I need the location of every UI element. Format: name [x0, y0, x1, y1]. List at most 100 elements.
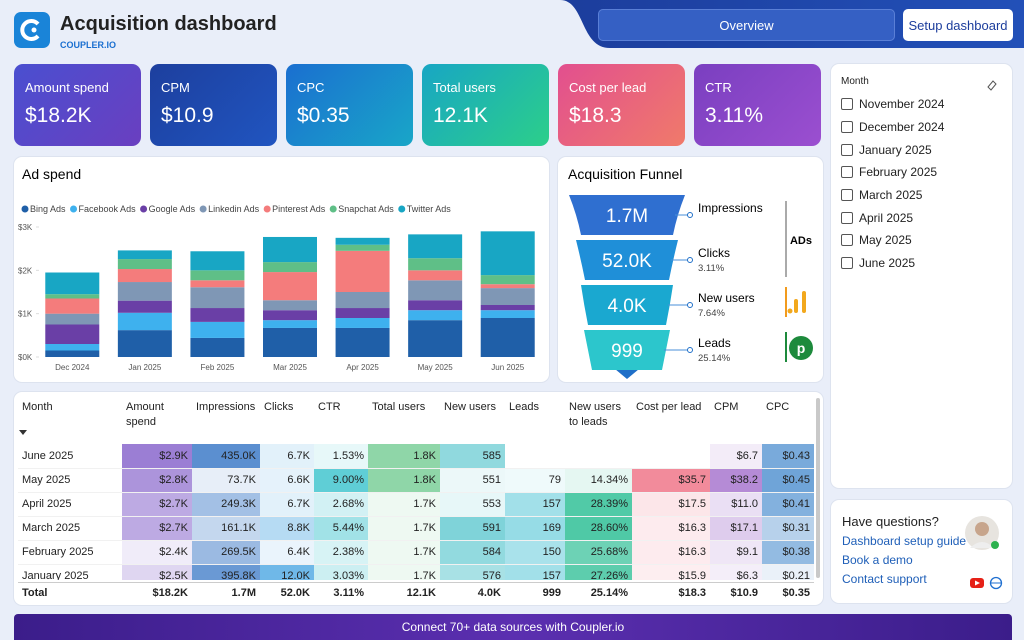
bar-segment: [190, 270, 245, 281]
svg-text:p: p: [797, 340, 806, 356]
checkbox[interactable]: [841, 121, 853, 134]
legend-swatch: [329, 205, 337, 213]
option-label: April 2025: [859, 210, 914, 225]
bar-segment: [190, 337, 245, 357]
bar-segment: [408, 280, 463, 301]
slicer-option[interactable]: December 2024: [841, 116, 1002, 139]
total-cell: 999: [542, 587, 561, 599]
option-label: November 2024: [859, 97, 945, 112]
checkbox[interactable]: [841, 257, 853, 270]
column-header: New users to leads: [569, 401, 621, 428]
funnel-stage: [569, 195, 685, 235]
bar-segment: [408, 320, 463, 357]
table-cell: $2.4K: [122, 540, 192, 565]
help-link[interactable]: Contact support: [842, 572, 927, 586]
scrollbar[interactable]: [816, 398, 820, 578]
checkbox[interactable]: [841, 234, 853, 247]
bar-segment: [263, 310, 317, 321]
footer-banner[interactable]: Connect 70+ data sources with Coupler.io: [14, 614, 1012, 640]
bar-segment: [190, 287, 245, 309]
total-cell: $18.3: [678, 587, 706, 599]
social-icons[interactable]: [969, 576, 1005, 590]
checkbox[interactable]: [841, 211, 853, 224]
table-cell: 6.7K: [260, 492, 314, 517]
column-header: Month: [22, 401, 53, 413]
clear-icon[interactable]: [985, 78, 999, 92]
column-header: Impressions: [196, 401, 256, 413]
ad-spend-chart: Ad spend Bing Ads Facebook Ads Google Ads Li…: [18, 166, 535, 372]
checkbox[interactable]: [841, 143, 853, 156]
connector-dot: [687, 302, 693, 308]
slicer-option[interactable]: June 2025: [841, 252, 1002, 275]
sort-arrow[interactable]: [19, 430, 27, 436]
table-cell: 591: [440, 516, 505, 541]
column-header: CTR: [318, 401, 341, 413]
bar-segment: [480, 284, 535, 289]
table-cell: 585: [440, 444, 505, 469]
column-header: New users: [444, 401, 496, 413]
funnel-panel: p Acquisition Funnel ADs 1.7M Impressions 52…: [558, 157, 823, 382]
column-header: CPM: [714, 401, 739, 413]
legend-label: Bing Ads: [30, 204, 66, 214]
table-cell: $2.7K: [122, 492, 192, 517]
column-header: Amount spend: [126, 401, 164, 428]
checkbox[interactable]: [841, 166, 853, 179]
x-tick-label: May 2025: [418, 363, 454, 372]
checkbox[interactable]: [841, 98, 853, 111]
bar-segment: [408, 300, 463, 311]
checkbox[interactable]: [841, 189, 853, 202]
slicer-option[interactable]: March 2025: [841, 184, 1002, 207]
side-label: ADs: [790, 235, 812, 247]
table-cell: $6.7: [710, 444, 762, 469]
option-label: February 2025: [859, 165, 938, 180]
slicer-option[interactable]: January 2025: [841, 138, 1002, 161]
table-cell: $38.2: [710, 468, 762, 493]
table-cell: $16.3: [632, 540, 710, 565]
nav-setup[interactable]: Setup dashboard: [903, 9, 1013, 41]
table-cell: 2.68%: [314, 492, 368, 517]
funnel-value: 1.7M: [606, 206, 648, 227]
bar-segment: [117, 250, 172, 260]
bar-segment: [263, 262, 317, 273]
nav-overview[interactable]: Overview: [598, 9, 895, 41]
slicer-option[interactable]: April 2025: [841, 206, 1002, 229]
legend-swatch: [398, 205, 406, 213]
help-title: Have questions?: [842, 514, 939, 529]
bar-segment: [408, 234, 463, 259]
table-cell: [565, 444, 632, 469]
table-cell: 169: [505, 516, 565, 541]
x-tick-label: Jun 2025: [491, 363, 524, 372]
slicer-option[interactable]: February 2025: [841, 161, 1002, 184]
total-cell: 1.7M: [231, 587, 256, 599]
table-cell: February 2025: [18, 540, 122, 565]
bar-segment: [480, 318, 535, 357]
help-links: Dashboard setup guide Book a demo Contact …: [842, 534, 1001, 586]
slicer-label: Month: [841, 76, 869, 87]
table-cell: March 2025: [18, 516, 122, 541]
table-cell: 6.6K: [260, 468, 314, 493]
bar-segment: [335, 237, 390, 245]
help-link[interactable]: Dashboard setup guide: [842, 534, 967, 548]
bar-segment: [45, 324, 100, 344]
table-cell: $2.5K: [122, 564, 192, 580]
bar-segment: [45, 298, 100, 314]
legend-swatch: [199, 205, 207, 213]
table-cell: $0.45: [762, 468, 814, 493]
y-tick-label: $0K: [18, 353, 33, 362]
data-table-panel: Month Amount spend Impressions Clicks CTR Tot…: [14, 392, 823, 605]
funnel-stage: [576, 240, 678, 280]
help-link[interactable]: Book a demo: [842, 553, 913, 567]
table-cell: 6.7K: [260, 444, 314, 469]
table-cell: 3.03%: [314, 564, 368, 580]
funnel-tip: [615, 369, 639, 379]
table-cell: 8.8K: [260, 516, 314, 541]
legend-label: Google Ads: [149, 204, 196, 214]
bar-segment: [190, 308, 245, 322]
bar-segment: [335, 308, 390, 318]
slicer-option[interactable]: November 2024: [841, 93, 1002, 116]
table-cell: $2.8K: [122, 468, 192, 493]
table-cell: 435.0K: [192, 444, 260, 469]
kpi-label: Amount spend: [25, 80, 109, 95]
table-cell: 157: [505, 564, 565, 580]
slicer-option[interactable]: May 2025: [841, 229, 1002, 252]
